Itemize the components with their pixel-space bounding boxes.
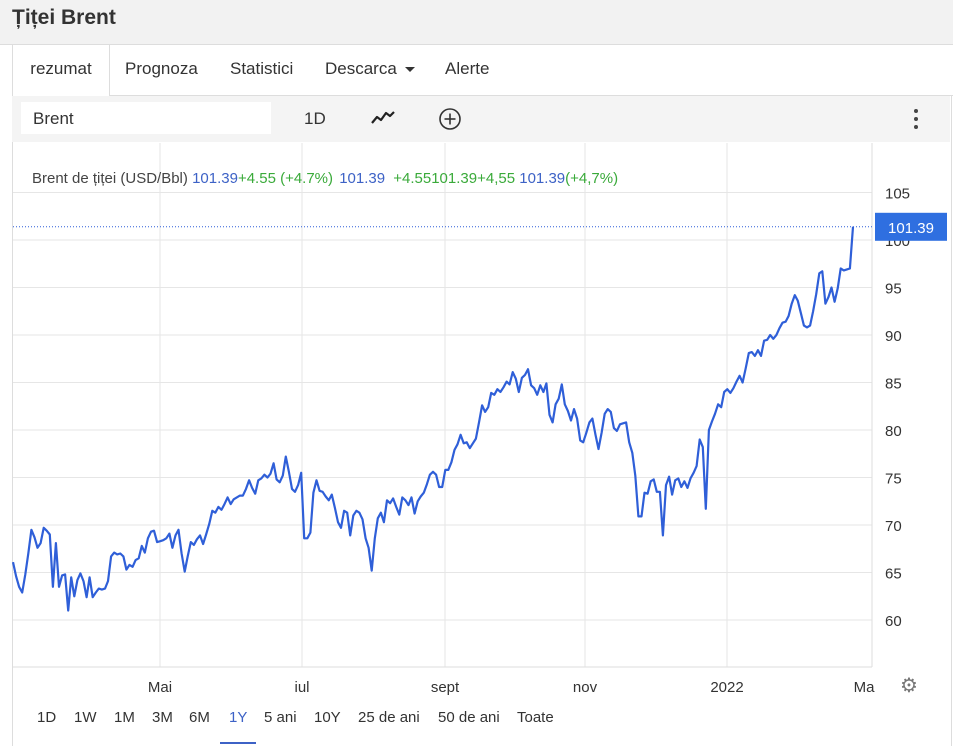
legend-value: 101.39 [431,170,478,187]
x-tick-label: sept [431,679,460,696]
y-tick-label: 75 [885,471,902,488]
legend-value: 101.39 [192,170,238,187]
symbol-input[interactable]: Brent [21,102,271,134]
legend-change: (+4,7%) [565,170,619,187]
range-1w[interactable]: 1W [74,709,97,726]
x-tick-label: Ma [854,679,875,696]
last-value-badge [875,212,947,241]
x-tick-label: iul [294,679,309,696]
chevron-down-icon [404,67,415,73]
tab-descarca-label: Descarca [325,59,397,78]
x-tick-label: Mai [148,679,172,696]
chart-legend: Brent de țiței (USD/Bbl) 101.39+4.55 (+4… [32,170,618,187]
range-3m[interactable]: 3M [152,709,173,726]
chart-frame [12,96,952,746]
legend-value: 101.39 [519,170,566,187]
y-tick-label: 85 [885,376,902,393]
chart-toolbar: Brent 1D [12,96,950,142]
range-1m[interactable]: 1M [114,709,135,726]
tab-descarca[interactable]: Descarca [325,45,415,95]
y-tick-label: 105 [885,186,910,203]
y-tick-label: 90 [885,328,902,345]
range-1d[interactable]: 1D [37,709,57,726]
page-title: Țiței Brent [12,6,116,29]
y-tick-label: 80 [885,423,902,440]
last-value-label: 101.39 [888,220,934,237]
range-25y[interactable]: 25 de ani [358,709,420,726]
x-tick-label: nov [573,679,598,696]
range-1y[interactable]: 1Y [220,708,257,744]
legend-change: +4,55 [477,170,516,187]
tab-rezumat[interactable]: rezumat [12,45,110,96]
interval-button[interactable]: 1D [304,109,326,128]
header-bar: Țiței Brent [0,0,953,45]
range-5y[interactable]: 5 ani [264,709,297,726]
tab-bar: rezumat Prognoza Statistici Descarca Ale… [12,45,953,96]
legend-series-label: Brent de țiței (USD/Bbl) [32,170,188,187]
tab-prognoza[interactable]: Prognoza [125,59,198,78]
legend-value: 101.39 [339,170,386,187]
legend-change: +4.55 (+4.7%) [237,170,334,187]
range-all[interactable]: Toate [517,709,554,726]
series-line [11,226,855,612]
range-10y[interactable]: 10Y [314,709,341,726]
plus-circle-icon[interactable] [437,102,463,134]
y-tick-label: 65 [885,566,902,583]
vertical-dots-icon[interactable] [906,102,926,134]
x-tick-label: 2022 [710,679,743,696]
range-selector: 1D 1W 1M 3M 6M 1Y 5 ani 10Y 25 de ani 50… [12,700,950,744]
gear-icon[interactable]: ⚙ [900,675,918,697]
y-tick-label: 60 [885,613,902,630]
line-chart-icon[interactable] [370,102,396,134]
range-50y[interactable]: 50 de ani [438,709,500,726]
tab-alerte[interactable]: Alerte [445,59,490,78]
y-tick-label: 70 [885,518,902,535]
tab-statistici[interactable]: Statistici [230,59,294,78]
y-tick-label: 95 [885,281,902,298]
legend-change: +4.55 [393,170,432,187]
range-6m[interactable]: 6M [189,709,210,726]
